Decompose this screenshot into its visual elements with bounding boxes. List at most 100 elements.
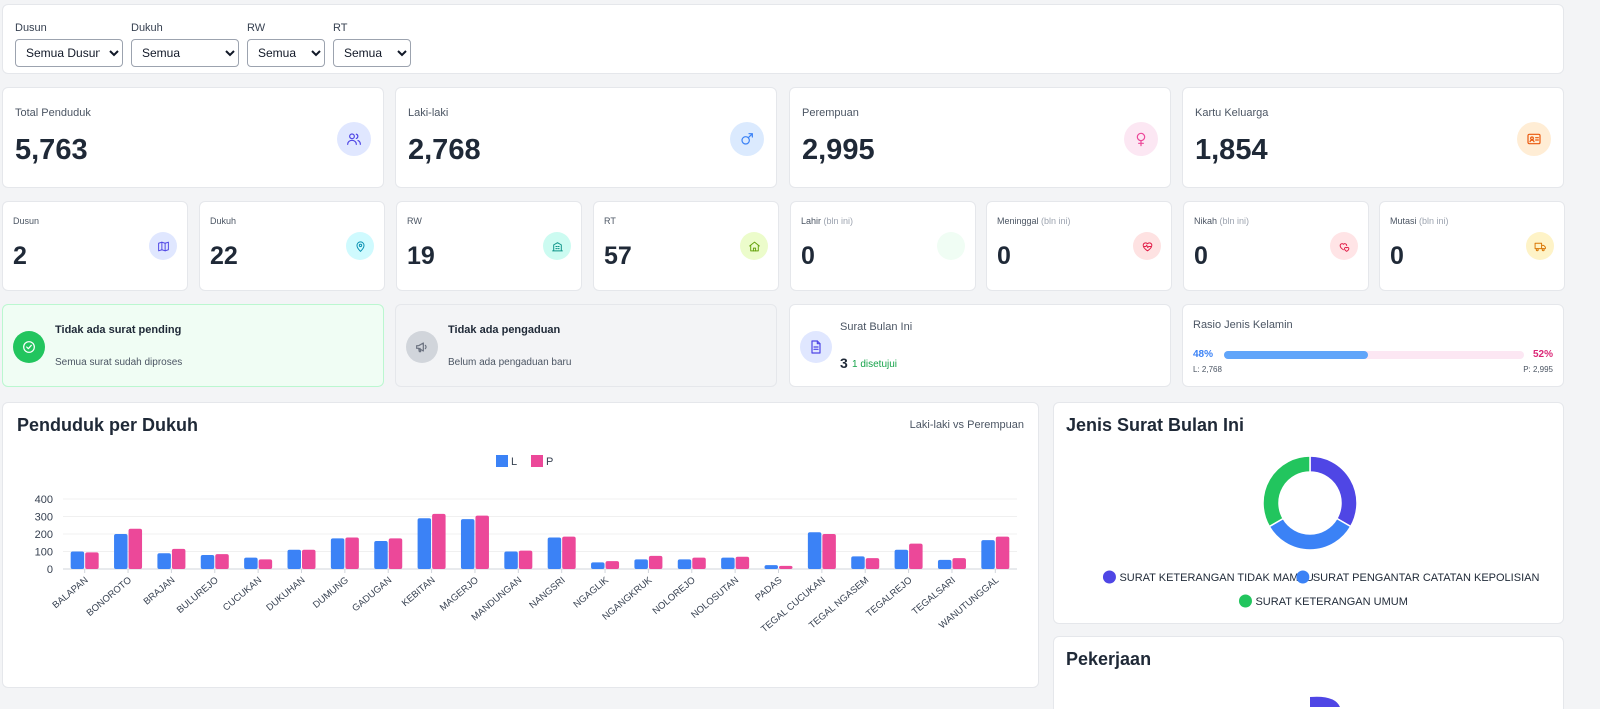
bar-P xyxy=(605,561,620,569)
mini-lahir-value: 0 xyxy=(801,242,815,270)
bar-P xyxy=(648,555,663,569)
y-tick-label: 0 xyxy=(47,564,53,576)
alert-surat-body: Semua surat sudah diproses xyxy=(55,357,183,368)
bar-L xyxy=(677,559,692,569)
ratio-bar xyxy=(1224,351,1524,359)
building-icon xyxy=(543,232,571,260)
bar-L xyxy=(721,557,735,569)
x-tick-label: BALAPAN xyxy=(51,575,91,611)
filter-rw-select[interactable]: Semua xyxy=(247,39,325,67)
bar-L xyxy=(504,551,518,569)
megaphone-icon xyxy=(406,331,438,363)
legend-swatch-L xyxy=(496,455,508,467)
x-tick-label: BRAJAN xyxy=(142,575,178,608)
mini-card-dusun: Dusun 2 xyxy=(2,201,188,291)
bar-L xyxy=(114,534,128,569)
donut-legend-label: SURAT PENGANTAR CATATAN KEPOLISIAN xyxy=(1313,572,1540,584)
bar-P xyxy=(345,537,359,569)
filter-rt-select[interactable]: Semua xyxy=(333,39,411,67)
bar-P xyxy=(171,548,186,569)
female-icon xyxy=(1124,122,1158,156)
legend-label-P: P xyxy=(546,456,553,468)
x-tick-label: BONOROTO xyxy=(85,575,134,619)
stat-kk-value: 1,854 xyxy=(1195,134,1268,166)
ratio-card: Rasio Jenis Kelamin 48% 52% L: 2,768 P: … xyxy=(1182,304,1564,387)
ratio-female-count: P: 2,995 xyxy=(1523,365,1553,374)
bar-P xyxy=(128,528,143,569)
bar-L xyxy=(460,519,475,569)
donut-slice xyxy=(1262,455,1311,528)
chart-card-dukuh: Penduduk per Dukuh Laki-laki vs Perempua… xyxy=(2,402,1039,688)
stat-female-title: Perempuan xyxy=(802,107,859,119)
x-tick-label: GADUGAN xyxy=(350,575,394,614)
bar-P xyxy=(562,536,576,569)
donut-legend-swatch xyxy=(1296,570,1310,584)
x-tick-label: NANGSRI xyxy=(527,575,567,611)
bar-L xyxy=(374,541,388,569)
surat-bulan-value: 3 xyxy=(840,355,848,371)
filter-dukuh-label: Dukuh xyxy=(131,22,163,34)
surat-bulan-card[interactable]: Surat Bulan Ini 3 1 disetujui xyxy=(789,304,1171,387)
donut-legend-swatch xyxy=(1102,570,1116,584)
donut-slice xyxy=(1309,455,1358,528)
bar-L xyxy=(157,553,171,569)
mini-rt-title: RT xyxy=(604,216,616,226)
bar-P xyxy=(388,538,403,569)
chart-dukuh-subtitle: Laki-laki vs Perempuan xyxy=(909,419,1024,431)
alert-surat-title: Tidak ada surat pending xyxy=(55,324,182,336)
bar-L xyxy=(70,551,85,569)
mini-lahir-title: Lahir (bln ini) xyxy=(801,216,854,226)
x-tick-label: TEGALREJO xyxy=(864,575,914,620)
alert-pengaduan-body: Belum ada pengaduan baru xyxy=(448,357,572,368)
chart-dukuh-title: Penduduk per Dukuh xyxy=(17,415,199,435)
bar-P xyxy=(518,550,533,569)
bar-L xyxy=(244,557,258,569)
bar-L xyxy=(287,549,301,569)
x-tick-label: DUKUHAN xyxy=(264,575,307,614)
filter-bar: Dusun Semua Dusun Dukuh Semua RW Semua R… xyxy=(2,4,1564,74)
filter-dusun-select[interactable]: Semua Dusun xyxy=(15,39,123,67)
y-tick-label: 300 xyxy=(35,512,53,524)
ratio-male-count: L: 2,768 xyxy=(1193,365,1222,374)
pekerjaan-chart-partial xyxy=(1310,696,1340,707)
bar-P xyxy=(995,536,1010,569)
home-icon xyxy=(740,232,768,260)
ratio-female-pct: 52% xyxy=(1532,349,1553,360)
bar-P xyxy=(215,554,229,569)
legend-swatch-P xyxy=(531,455,543,467)
heart-pulse-icon xyxy=(1133,232,1161,260)
pekerjaan-slice xyxy=(1310,696,1340,707)
male-icon xyxy=(730,122,764,156)
stat-kk-title: Kartu Keluarga xyxy=(1195,107,1269,119)
mini-dusun-value: 2 xyxy=(13,242,27,270)
filter-rt-label: RT xyxy=(333,22,348,34)
mini-nikah-title: Nikah (bln ini) xyxy=(1194,216,1250,226)
bar-L xyxy=(547,537,562,569)
filter-dukuh-select[interactable]: Semua xyxy=(131,39,239,67)
stat-male-value: 2,768 xyxy=(408,134,481,166)
bar-L xyxy=(894,549,909,569)
mini-card-lahir: Lahir (bln ini) 0 xyxy=(790,201,976,291)
ratio-male-pct: 48% xyxy=(1193,349,1214,360)
bar-L xyxy=(981,540,995,569)
stat-card-total: Total Penduduk 5,763 xyxy=(2,87,384,188)
ratio-title: Rasio Jenis Kelamin xyxy=(1193,319,1293,331)
chart-card-surat: Jenis Surat Bulan Ini SURAT KETERANGAN T… xyxy=(1053,402,1564,624)
stat-total-title: Total Penduduk xyxy=(15,107,91,119)
donut-legend-label: SURAT KETERANGAN UMUM xyxy=(1255,596,1407,608)
mini-dusun-title: Dusun xyxy=(13,216,40,226)
truck-icon xyxy=(1526,232,1554,260)
bar-P xyxy=(85,552,99,569)
mini-mutasi-value: 0 xyxy=(1390,242,1404,270)
mini-rw-value: 19 xyxy=(407,242,435,270)
bar-P xyxy=(692,557,706,569)
mini-card-rw: RW 19 xyxy=(396,201,582,291)
pin-icon xyxy=(346,232,374,260)
ratio-bar-male-fill xyxy=(1224,351,1368,359)
filter-rw-label: RW xyxy=(247,22,266,34)
stat-total-value: 5,763 xyxy=(15,134,88,166)
mini-nikah-value: 0 xyxy=(1194,242,1208,270)
document-icon xyxy=(800,331,832,363)
check-circle-icon xyxy=(13,331,45,363)
